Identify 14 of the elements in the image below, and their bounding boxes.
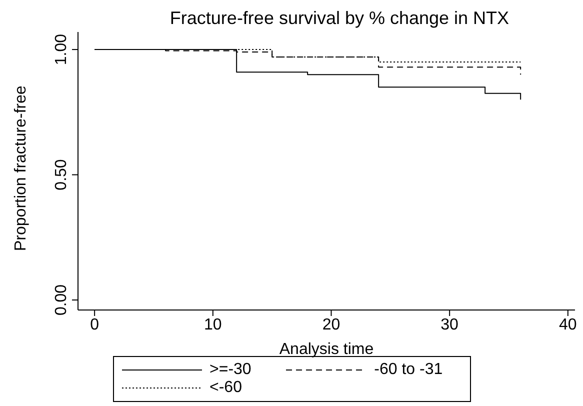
y-tick-label: 0.00 [53,284,70,316]
y-tick-label: 1.00 [53,34,70,66]
y-axis-title: Proportion fracture-free [12,85,30,251]
x-tick-label: 20 [322,316,340,334]
legend-label: <-60 [210,379,242,397]
legend-label: -60 to -31 [374,361,443,379]
legend-label: >=-30 [210,361,252,379]
x-tick-label: 30 [440,316,459,334]
chart-title: Fracture-free survival by % change in NTX [168,8,510,29]
y-tick-label: 0.50 [53,159,70,190]
x-tick-label: 40 [559,316,577,334]
x-axis-title: Analysis time [279,341,374,358]
x-tick-label: 0 [90,316,100,334]
x-tick-label: 10 [204,316,222,334]
